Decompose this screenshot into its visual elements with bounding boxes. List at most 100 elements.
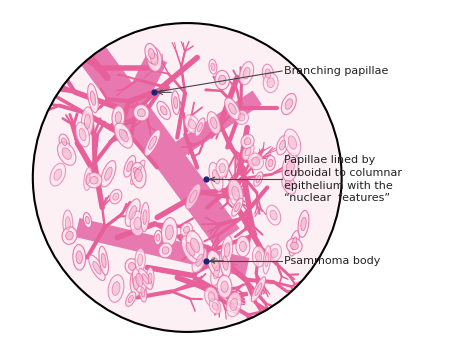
- Ellipse shape: [130, 270, 142, 296]
- Ellipse shape: [282, 93, 296, 115]
- Ellipse shape: [90, 176, 98, 184]
- Ellipse shape: [145, 44, 158, 64]
- Ellipse shape: [209, 163, 223, 191]
- Ellipse shape: [156, 234, 160, 241]
- Ellipse shape: [265, 253, 269, 267]
- Ellipse shape: [82, 107, 93, 136]
- Ellipse shape: [221, 236, 233, 264]
- Ellipse shape: [131, 163, 146, 188]
- Ellipse shape: [232, 186, 239, 200]
- Ellipse shape: [235, 203, 240, 212]
- Ellipse shape: [220, 248, 231, 277]
- Ellipse shape: [190, 190, 197, 203]
- Ellipse shape: [267, 78, 274, 88]
- Ellipse shape: [134, 166, 141, 178]
- Ellipse shape: [186, 184, 201, 209]
- Ellipse shape: [191, 238, 200, 252]
- Ellipse shape: [76, 122, 90, 147]
- Ellipse shape: [160, 106, 167, 115]
- Ellipse shape: [225, 98, 240, 120]
- Ellipse shape: [210, 299, 221, 314]
- Ellipse shape: [286, 160, 294, 174]
- Ellipse shape: [221, 281, 228, 293]
- Ellipse shape: [135, 248, 146, 272]
- Ellipse shape: [288, 136, 297, 149]
- Ellipse shape: [89, 255, 105, 280]
- Ellipse shape: [192, 248, 207, 273]
- Ellipse shape: [268, 159, 273, 167]
- Ellipse shape: [134, 217, 141, 230]
- Ellipse shape: [147, 47, 162, 71]
- Ellipse shape: [57, 142, 76, 165]
- Ellipse shape: [119, 129, 128, 142]
- Ellipse shape: [126, 292, 136, 306]
- Ellipse shape: [86, 173, 90, 185]
- Ellipse shape: [212, 170, 219, 184]
- Ellipse shape: [207, 251, 224, 277]
- Ellipse shape: [287, 239, 302, 253]
- Ellipse shape: [280, 140, 286, 150]
- Ellipse shape: [50, 163, 65, 186]
- Ellipse shape: [173, 97, 178, 109]
- Ellipse shape: [285, 180, 292, 190]
- Ellipse shape: [141, 202, 149, 232]
- Ellipse shape: [252, 157, 260, 165]
- Ellipse shape: [228, 103, 236, 114]
- Ellipse shape: [139, 282, 147, 302]
- Ellipse shape: [181, 223, 192, 237]
- Ellipse shape: [188, 120, 196, 129]
- Ellipse shape: [198, 122, 202, 132]
- Ellipse shape: [251, 277, 265, 302]
- Ellipse shape: [115, 123, 133, 148]
- Ellipse shape: [238, 114, 245, 121]
- Ellipse shape: [157, 101, 171, 120]
- Ellipse shape: [115, 112, 121, 124]
- Ellipse shape: [236, 236, 250, 257]
- Ellipse shape: [284, 129, 301, 156]
- Ellipse shape: [143, 210, 147, 224]
- Ellipse shape: [205, 287, 219, 306]
- Ellipse shape: [289, 231, 300, 256]
- Ellipse shape: [101, 160, 116, 187]
- Ellipse shape: [239, 241, 246, 252]
- Ellipse shape: [186, 242, 195, 256]
- Ellipse shape: [154, 230, 162, 245]
- Circle shape: [33, 23, 342, 332]
- Ellipse shape: [219, 75, 226, 85]
- Ellipse shape: [128, 263, 136, 270]
- Ellipse shape: [162, 218, 177, 247]
- Ellipse shape: [301, 217, 306, 231]
- Ellipse shape: [216, 159, 228, 177]
- Text: Psammoma body: Psammoma body: [284, 256, 381, 266]
- Ellipse shape: [63, 210, 73, 237]
- Text: Branching papillae: Branching papillae: [284, 66, 389, 76]
- Ellipse shape: [129, 206, 137, 219]
- Ellipse shape: [85, 216, 90, 224]
- Ellipse shape: [131, 160, 145, 184]
- Ellipse shape: [118, 126, 130, 144]
- Ellipse shape: [159, 243, 173, 258]
- Ellipse shape: [248, 153, 264, 170]
- Ellipse shape: [88, 84, 98, 113]
- Ellipse shape: [224, 243, 230, 257]
- Ellipse shape: [62, 138, 67, 146]
- Ellipse shape: [182, 236, 200, 263]
- Ellipse shape: [66, 231, 73, 240]
- Ellipse shape: [282, 153, 299, 182]
- Ellipse shape: [212, 302, 218, 310]
- Ellipse shape: [137, 254, 143, 266]
- Ellipse shape: [209, 59, 217, 74]
- Ellipse shape: [244, 138, 251, 145]
- Ellipse shape: [263, 73, 278, 93]
- Ellipse shape: [101, 253, 106, 268]
- Ellipse shape: [65, 217, 70, 230]
- Ellipse shape: [282, 175, 296, 194]
- Ellipse shape: [265, 69, 271, 78]
- Ellipse shape: [255, 283, 262, 295]
- Ellipse shape: [276, 135, 289, 155]
- Ellipse shape: [266, 155, 275, 170]
- Ellipse shape: [134, 105, 149, 121]
- Ellipse shape: [148, 136, 156, 149]
- Ellipse shape: [127, 161, 133, 172]
- Ellipse shape: [214, 266, 219, 279]
